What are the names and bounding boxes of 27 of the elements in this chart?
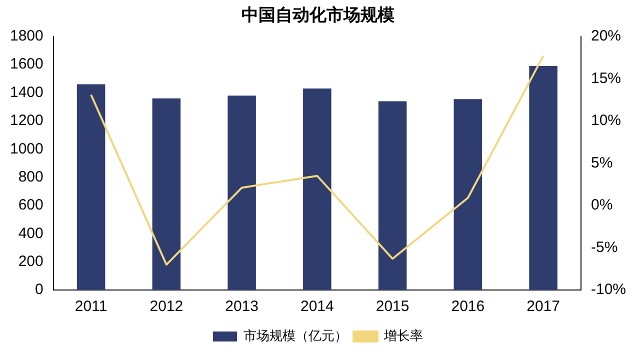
y-tick-label: 1200 [10, 112, 44, 130]
chart-title: 中国自动化市场规模 [242, 6, 394, 26]
y2-tick-label: 15% [590, 70, 622, 87]
legend-label: 增长率 [383, 328, 423, 344]
x-tick-label: 2016 [451, 298, 485, 316]
x-tick-label: 2013 [225, 298, 258, 316]
y2-tick-label: 0% [590, 196, 613, 214]
y2-tick-label: 10% [590, 112, 622, 130]
x-tick-label: 2017 [526, 298, 560, 316]
legend-label: 市场规模（亿元） [244, 328, 348, 344]
y2-tick-label: -10% [590, 281, 626, 298]
y-tick-label: 1000 [10, 140, 44, 158]
y2-tick-label: 5% [590, 154, 613, 172]
y-tick-label: 1600 [10, 56, 44, 73]
y-tick-label: 1400 [10, 84, 44, 101]
x-tick-label: 2012 [150, 298, 184, 316]
y2-tick-label: 20% [590, 28, 622, 45]
y-tick-label: 0 [35, 281, 44, 298]
y-tick-label: 400 [18, 224, 44, 242]
x-tick-label: 2014 [300, 298, 334, 316]
y-tick-label: 1800 [10, 28, 44, 45]
y-tick-label: 200 [18, 252, 44, 270]
x-tick-label: 2011 [74, 298, 108, 316]
y2-tick-label: -5% [590, 238, 618, 256]
y-tick-label: 600 [18, 196, 44, 214]
y-tick-label: 800 [18, 168, 44, 186]
x-tick-label: 2015 [376, 298, 410, 316]
